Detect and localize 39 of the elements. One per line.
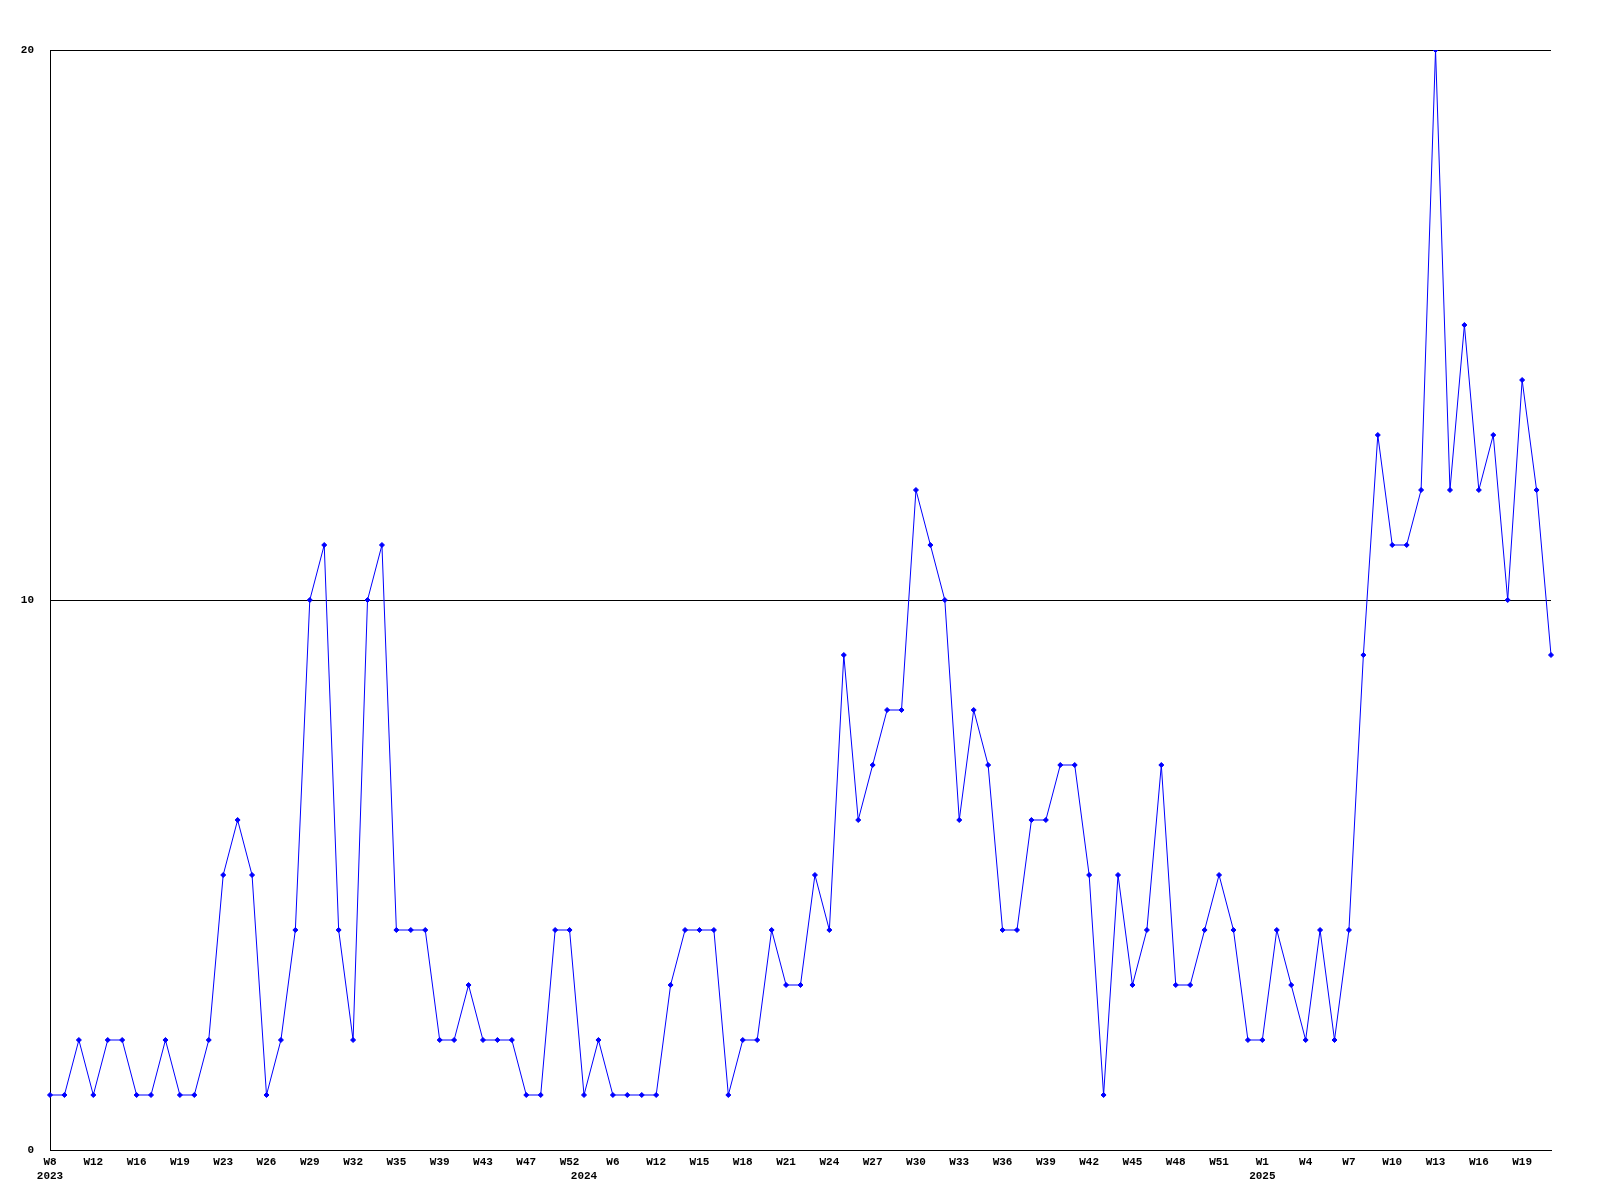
x-tick-label: W36 (992, 1156, 1013, 1169)
x-tick-label: W24 (819, 1156, 840, 1169)
x-tick-label: W39 (429, 1156, 450, 1169)
x-tick-label: W42 (1079, 1156, 1100, 1169)
x-tick-label: W18 (732, 1156, 754, 1169)
x-tick-label: W10 (1382, 1156, 1403, 1169)
x-tick-label: W19 (169, 1156, 190, 1169)
x-tick-label: W12 (646, 1156, 667, 1169)
x-tick-label: W1 2025 (1249, 1156, 1276, 1182)
x-tick-label: W23 (213, 1156, 234, 1169)
x-tick-label: W33 (949, 1156, 970, 1169)
x-tick-label: W39 (1035, 1156, 1056, 1169)
x-tick-label: W51 (1209, 1156, 1230, 1169)
x-tick-label: W4 (1299, 1156, 1313, 1169)
x-tick-label: W43 (473, 1156, 494, 1169)
y-tick-label: 20 (20, 43, 34, 56)
x-tick-label: W30 (906, 1156, 926, 1169)
y-tick-label: 10 (20, 593, 34, 606)
x-tick-label: W21 (776, 1156, 797, 1169)
x-tick-label: W6 (606, 1156, 620, 1169)
x-tick-label: 2024 (570, 1169, 598, 1182)
x-tick-label: W16 (1468, 1156, 1489, 1169)
x-tick-label: W16 (126, 1156, 147, 1169)
x-tick-label: W52 (559, 1156, 580, 1169)
y-tick-label: 0 (27, 1143, 34, 1156)
x-tick-label: W35 (386, 1156, 407, 1169)
x-tick-label: W26 (256, 1156, 277, 1169)
x-tick-label: W13 (1425, 1156, 1446, 1169)
x-tick-label: W8 2023 (36, 1156, 64, 1182)
x-tick-label: W12 (83, 1156, 104, 1169)
x-tick-label: W47 (516, 1156, 537, 1169)
x-tick-label: W32 (343, 1156, 363, 1169)
x-tick-label: W19 (1512, 1156, 1533, 1169)
x-tick-label: W15 (689, 1156, 710, 1169)
x-tick-label: W29 (299, 1156, 320, 1169)
x-tick-label: W7 (1342, 1156, 1356, 1169)
x-tick-label: W27 (862, 1156, 883, 1169)
x-tick-label: W45 (1122, 1156, 1143, 1169)
x-tick-label: W48 (1165, 1156, 1187, 1169)
